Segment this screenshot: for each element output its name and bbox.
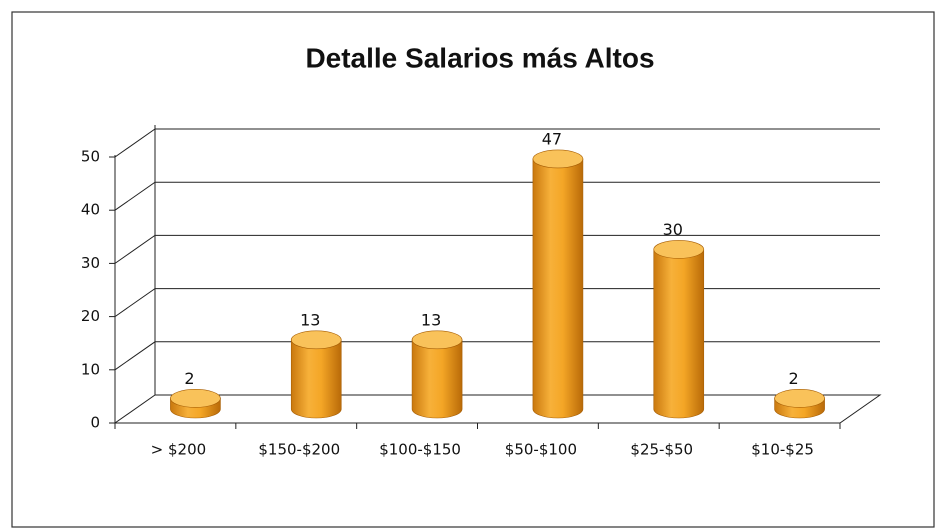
y-tick-label: 40 bbox=[81, 201, 100, 219]
grid-line bbox=[114, 234, 880, 264]
bar-top bbox=[774, 389, 825, 408]
x-tick-label: $100-$150 bbox=[379, 441, 461, 459]
x-tick-label: $150-$200 bbox=[258, 441, 340, 459]
chart-title: Detalle Salarios más Altos bbox=[305, 42, 654, 73]
bar bbox=[411, 339, 463, 419]
data-label: 2 bbox=[788, 369, 798, 388]
grid-line bbox=[114, 181, 880, 211]
bar-top bbox=[532, 149, 584, 169]
y-tick-label: 20 bbox=[81, 307, 100, 325]
bar-top bbox=[170, 389, 221, 408]
grid-line bbox=[114, 128, 880, 158]
data-label: 30 bbox=[663, 220, 683, 239]
bar-top bbox=[411, 330, 463, 350]
data-label: 13 bbox=[300, 310, 320, 329]
bar-top bbox=[290, 330, 342, 350]
bar-top bbox=[653, 240, 705, 259]
y-tick-label: 50 bbox=[81, 148, 100, 166]
y-tick-label: 0 bbox=[90, 414, 100, 432]
bar bbox=[290, 339, 342, 419]
y-tick-label: 10 bbox=[81, 360, 100, 378]
x-tick-label: $50-$100 bbox=[505, 441, 577, 459]
x-tick-label: > $200 bbox=[151, 441, 207, 459]
bar bbox=[653, 249, 705, 419]
data-label: 13 bbox=[421, 310, 441, 329]
grid-line bbox=[114, 341, 880, 371]
x-tick-label: $25-$50 bbox=[630, 441, 693, 459]
grid-line bbox=[114, 288, 880, 318]
data-label: 47 bbox=[542, 129, 562, 148]
chart-frame bbox=[11, 11, 935, 528]
bar bbox=[532, 158, 584, 419]
y-tick-label: 30 bbox=[81, 254, 100, 272]
x-tick-label: $10-$25 bbox=[751, 441, 814, 459]
data-label: 2 bbox=[184, 369, 194, 388]
